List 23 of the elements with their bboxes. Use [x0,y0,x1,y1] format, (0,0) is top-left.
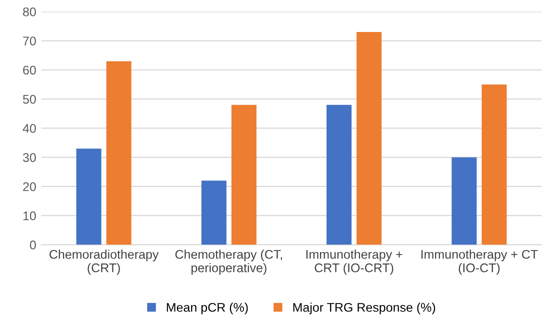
y-tick-label: 70 [23,36,36,46]
y-tick-label: 0 [30,240,36,250]
legend-label: Major TRG Response (%) [293,302,436,314]
bar [326,104,352,245]
y-tick-label: 30 [22,153,36,162]
y-tick-label: 20 [23,182,36,192]
bar [356,32,382,245]
bar [452,157,477,245]
legend-label: Mean pCR (%) [166,302,248,314]
bar [201,180,226,245]
bar [106,61,132,245]
x-tick-label: Immunotherapy + CT (IO-CT) [421,250,538,275]
bar [231,104,256,245]
bar [76,148,102,245]
y-tick-label: 10 [23,211,36,220]
y-tick-label: 80 [23,7,36,16]
x-tick-label: Chemotherapy (CT, perioperative) [175,250,282,275]
y-tick-label: 60 [23,66,36,75]
y-tick-label: 40 [22,124,36,133]
x-tick-label: Immunotherapy + CRT (IO-CRT) [306,250,402,275]
y-tick-label: 50 [22,94,36,104]
x-tick-label: Chemoradiotherapy (CRT) [50,250,159,275]
bar [482,84,507,245]
